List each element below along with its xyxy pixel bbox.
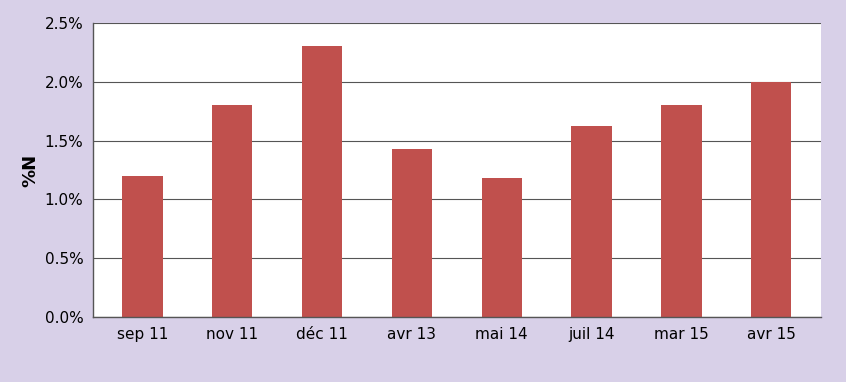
Bar: [571, 126, 612, 317]
Bar: [302, 47, 343, 317]
Bar: [212, 105, 252, 317]
Bar: [751, 82, 791, 317]
Bar: [662, 105, 701, 317]
Bar: [392, 149, 432, 317]
Bar: [123, 176, 162, 317]
Bar: [481, 178, 522, 317]
Y-axis label: %N: %N: [21, 154, 39, 186]
